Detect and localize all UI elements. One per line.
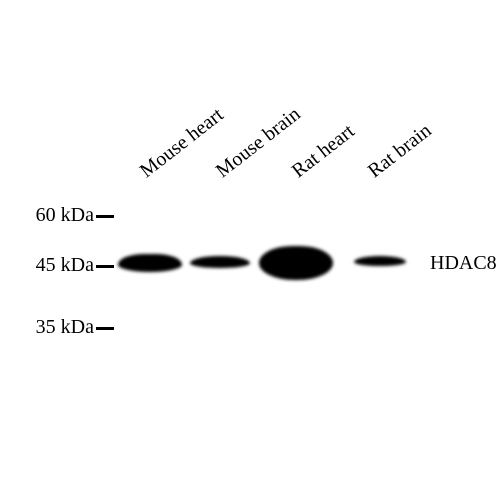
western-blot-figure: Mouse heart Mouse brain Rat heart Rat br…	[0, 0, 500, 500]
blot-band	[118, 254, 182, 272]
blot-band	[259, 246, 333, 280]
lane-label: Mouse heart	[136, 104, 229, 183]
marker-label: 60 kDa	[16, 204, 94, 227]
marker-tick	[96, 327, 114, 330]
marker-label: 35 kDa	[16, 316, 94, 339]
target-protein-label: HDAC8	[430, 252, 497, 275]
blot-band	[354, 256, 406, 266]
marker-tick	[96, 215, 114, 218]
lane-label: Rat heart	[288, 120, 359, 183]
marker-label: 45 kDa	[16, 254, 94, 277]
blot-band	[190, 256, 250, 268]
marker-tick	[96, 265, 114, 268]
lane-label: Mouse brain	[212, 103, 305, 183]
lane-label: Rat brain	[364, 119, 436, 183]
